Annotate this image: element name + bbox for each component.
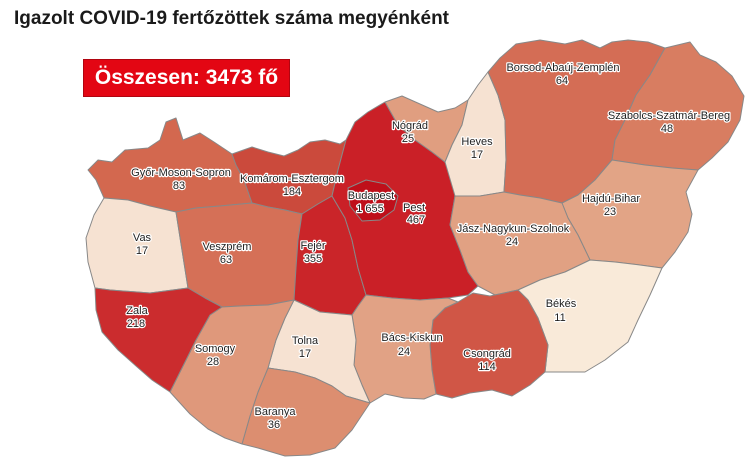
county-label-tolna: Tolna bbox=[292, 335, 319, 347]
county-label-fejer: Fejér bbox=[300, 240, 325, 252]
county-value-jasz-nagykun-szolnok: 24 bbox=[506, 236, 518, 248]
county-shape-zala bbox=[94, 287, 223, 393]
county-label-borsod-abauj-zemplen: Borsod-Abaúj-Zemplén bbox=[506, 62, 619, 74]
county-shape-szabolcs-szatmar-bereg bbox=[611, 41, 745, 171]
county-value-csongrad: 114 bbox=[478, 361, 496, 373]
county-value-somogy: 28 bbox=[207, 356, 219, 368]
county-shape-budapest bbox=[347, 179, 399, 222]
county-value-bekes: 11 bbox=[554, 312, 565, 324]
page-title: Igazolt COVID-19 fertőzöttek száma megyé… bbox=[14, 8, 449, 29]
county-label-bacs-kiskun: Bács-Kiskun bbox=[381, 332, 442, 344]
county-label-bekes: Békés bbox=[546, 298, 577, 310]
county-shape-somogy bbox=[169, 299, 295, 445]
county-value-veszprem: 63 bbox=[220, 254, 232, 266]
county-label-veszprem: Veszprém bbox=[203, 241, 252, 253]
county-value-pest: 467 bbox=[407, 214, 425, 226]
county-label-vas: Vas bbox=[133, 232, 152, 244]
county-label-budapest: Budapest bbox=[348, 190, 394, 202]
county-value-nograd: 25 bbox=[402, 133, 414, 145]
county-value-gyor-moson-sopron: 83 bbox=[173, 180, 185, 192]
county-value-baranya: 36 bbox=[268, 419, 280, 431]
county-value-zala: 218 bbox=[127, 318, 145, 330]
county-label-szabolcs-szatmar-bereg: Szabolcs-Szatmár-Bereg bbox=[608, 110, 730, 122]
total-badge-label: Összesen: 3473 fő bbox=[94, 66, 279, 89]
county-label-baranya: Baranya bbox=[255, 406, 297, 418]
county-shape-gyor-moson-sopron bbox=[87, 117, 253, 213]
county-value-fejer: 355 bbox=[304, 253, 322, 265]
county-shapes bbox=[85, 39, 745, 457]
county-value-komarom-esztergom: 184 bbox=[283, 186, 301, 198]
county-label-gyor-moson-sopron: Győr-Moson-Sopron bbox=[131, 167, 231, 179]
county-label-csongrad: Csongrád bbox=[463, 348, 511, 360]
county-value-vas: 17 bbox=[136, 245, 148, 257]
county-label-pest: Pest bbox=[403, 202, 425, 214]
total-badge: Összesen: 3473 fő bbox=[83, 59, 290, 97]
county-label-komarom-esztergom: Komárom-Esztergom bbox=[240, 173, 344, 185]
county-label-heves: Heves bbox=[461, 136, 493, 148]
county-label-hajdu-bihar: Hajdú-Bihar bbox=[582, 193, 640, 205]
county-label-jasz-nagykun-szolnok: Jász-Nagykun-Szolnok bbox=[457, 223, 570, 235]
county-shape-bekes bbox=[517, 259, 663, 373]
county-label-nograd: Nógrád bbox=[392, 120, 428, 132]
county-value-heves: 17 bbox=[471, 149, 483, 161]
county-shape-veszprem bbox=[175, 202, 303, 308]
county-value-budapest: 1 655 bbox=[356, 203, 384, 215]
county-value-szabolcs-szatmar-bereg: 48 bbox=[661, 123, 673, 135]
county-labels: Győr-Moson-Sopron 83 Komárom-Esztergom 1… bbox=[125, 61, 731, 432]
county-label-somogy: Somogy bbox=[195, 343, 236, 355]
county-label-zala: Zala bbox=[126, 305, 148, 317]
county-value-tolna: 17 bbox=[299, 348, 311, 360]
county-value-bacs-kiskun: 24 bbox=[398, 346, 410, 358]
county-value-hajdu-bihar: 23 bbox=[604, 206, 616, 218]
county-value-borsod-abauj-zemplen: 64 bbox=[556, 75, 568, 87]
